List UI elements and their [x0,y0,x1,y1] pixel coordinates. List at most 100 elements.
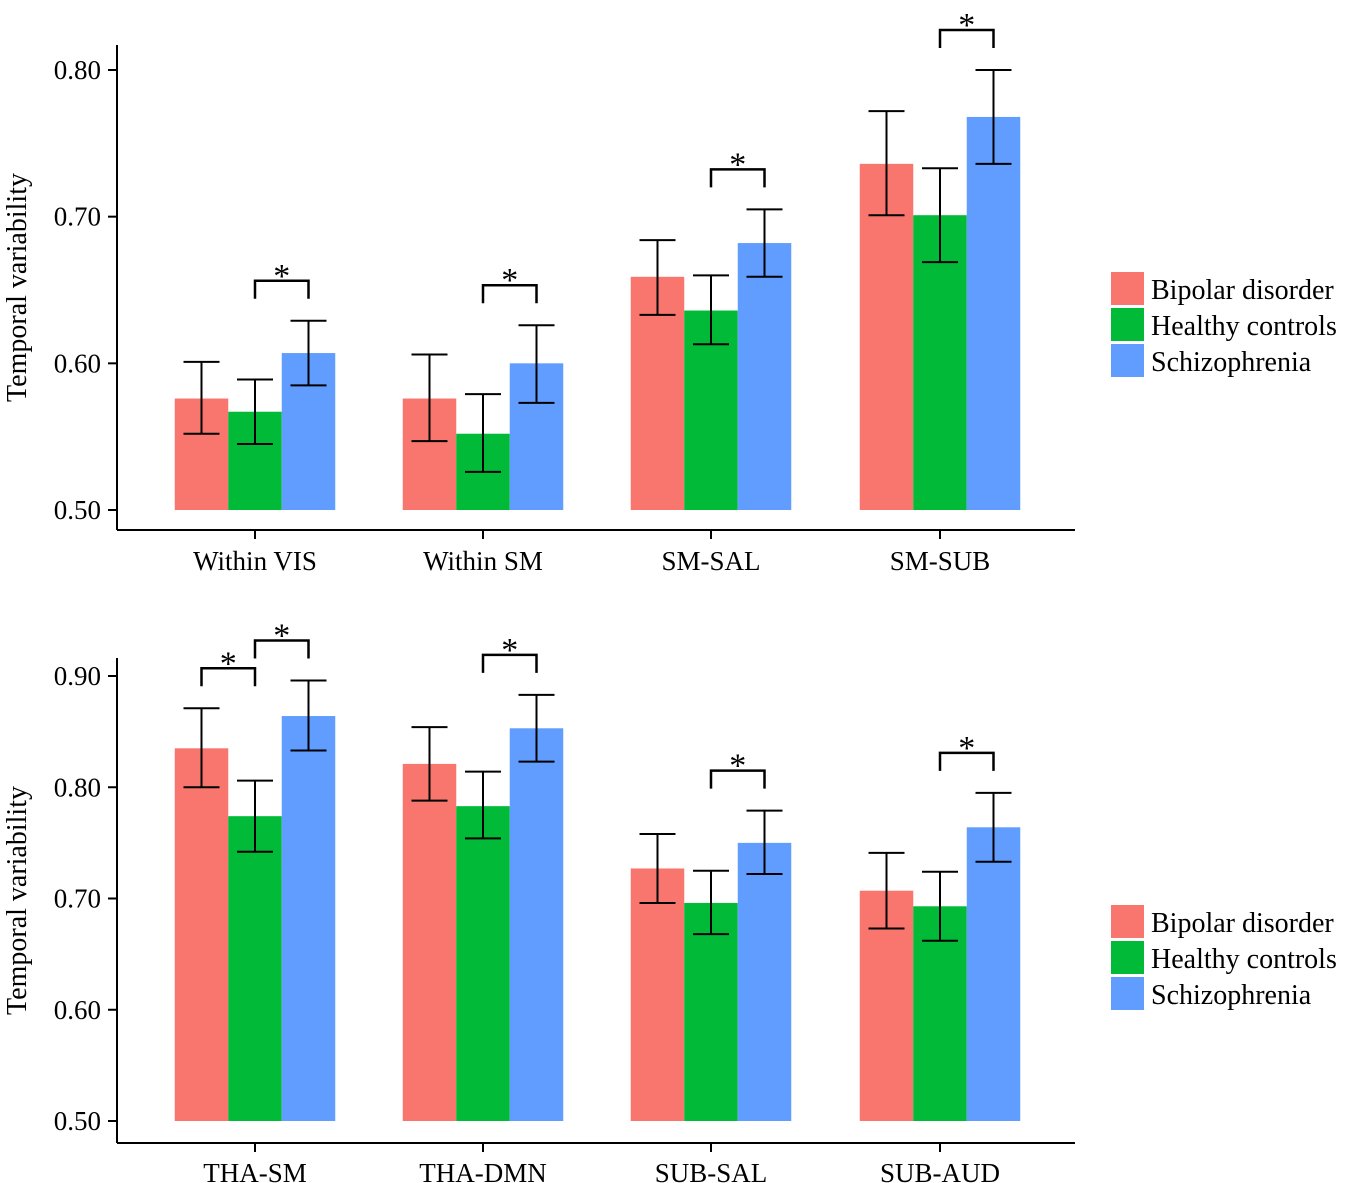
significance-tha-sm-1: * [253,617,310,659]
error-bar-within-vis-schizophrenia [290,319,327,387]
error-bar-tha-dmn-bipolar-disorder [411,726,448,802]
error-bar-within-sm-schizophrenia [518,324,555,404]
significance-star: * [273,617,290,654]
significance-bracket [481,653,538,673]
legend-label-schizophrenia: Schizophrenia [1151,980,1312,1011]
error-bar-tha-sm-bipolar-disorder [183,707,220,789]
bar-sub-aud-healthy-controls [913,906,967,1121]
y-tick-label: 0.80 [54,772,101,802]
significance-bracket [938,751,995,771]
significance-star: * [958,730,975,767]
error-bar-sm-sal-healthy-controls [693,274,729,346]
error-bar-sm-sal-schizophrenia [746,208,783,278]
y-tick-label: 0.50 [54,495,101,525]
legend-label-healthy-controls: Healthy controls [1151,311,1337,342]
error-bar-sub-sal-bipolar-disorder [639,832,676,904]
significance-bracket [938,28,995,48]
error-bar-sub-aud-healthy-controls [922,870,958,942]
bar-tha-dmn-bipolar-disorder [402,763,457,1121]
error-bar-tha-dmn-schizophrenia [518,693,555,763]
significance-bracket [709,769,766,789]
x-tick-label-sub-sal: SUB-SAL [655,1158,768,1183]
y-tick-label: 0.90 [54,661,101,691]
significance-bracket [253,639,310,659]
significance-tha-sm-0: * [200,645,257,687]
significance-within-vis-0: * [253,258,310,299]
y-axis-title: Temporal variability [2,173,33,402]
error-bar-sub-aud-schizophrenia [975,791,1012,863]
significance-within-sm-1: * [481,262,538,304]
significance-star: * [729,748,746,785]
x-tick-label-tha-dmn: THA-DMN [419,1158,547,1183]
x-tick-label-sub-aud: SUB-AUD [880,1158,1000,1183]
y-axis-title: Temporal variability [2,786,33,1015]
significance-bracket [481,283,538,304]
legend-swatch-schizophrenia [1111,344,1144,377]
legend: Bipolar disorder Healthy controls Schizoph… [1111,272,1337,378]
legend: Bipolar disorder Healthy controls Schizoph… [1111,905,1337,1011]
significance-sub-aud-4: * [938,730,995,771]
bar-sm-sal-schizophrenia [737,243,792,511]
y-tick-label: 0.70 [54,202,101,232]
significance-bracket [709,168,766,188]
y-tick-label: 0.60 [54,348,101,378]
legend-swatch-healthy-controls [1111,308,1144,341]
error-bar-sm-sub-bipolar-disorder [868,110,905,217]
error-bar-tha-sm-schizophrenia [290,679,327,752]
significance-star: * [501,262,518,299]
significance-star: * [273,258,290,295]
significance-star: * [958,7,975,44]
error-bar-sm-sal-bipolar-disorder [639,239,676,316]
error-bar-sub-sal-healthy-controls [693,869,729,936]
significance-bracket [253,279,310,299]
bar-tha-sm-bipolar-disorder [174,748,229,1121]
legend-swatch-schizophrenia [1111,977,1144,1010]
bar-sub-sal-bipolar-disorder [630,868,685,1121]
bar-tha-sm-schizophrenia [281,716,336,1121]
significance-tha-dmn-2: * [481,632,538,673]
significance-star: * [220,645,237,682]
error-bar-within-vis-healthy-controls [237,378,273,445]
y-tick-label: 0.50 [54,1106,101,1136]
x-tick-label-sm-sub: SM-SUB [890,546,991,576]
bar-sub-sal-schizophrenia [737,842,792,1121]
bar-sm-sub-schizophrenia [966,116,1021,510]
bar-tha-sm-healthy-controls [228,816,282,1121]
bar-sm-sub-healthy-controls [913,215,967,510]
significance-sm-sub-3: * [938,7,995,48]
legend-label-bipolar-disorder: Bipolar disorder [1151,275,1334,306]
legend-label-schizophrenia: Schizophrenia [1151,347,1312,378]
legend-swatch-bipolar-disorder [1111,272,1144,305]
significance-sm-sal-2: * [709,146,766,188]
x-tick-label-within-vis: Within VIS [193,546,317,576]
error-bar-within-sm-healthy-controls [465,393,501,473]
y-tick-label: 0.80 [54,55,101,85]
y-tick-label: 0.70 [54,884,101,914]
top-bar-chart: * * * * 0.50 0.60 0.70 0.80 Within VIS Within SM S… [2,7,1337,576]
error-bar-sub-sal-schizophrenia [746,809,783,876]
y-tick-label: 0.60 [54,995,101,1025]
x-tick-label-within-sm: Within SM [423,546,543,576]
bottom-bar-chart: * * * * * 0.50 0.60 0.70 0.80 0.90 THA-SM THA-DMN SU… [2,617,1337,1183]
significance-star: * [501,632,518,669]
bar-sm-sub-bipolar-disorder [859,163,914,510]
significance-sub-sal-3: * [709,748,766,789]
error-bar-sm-sub-schizophrenia [975,69,1012,165]
legend-swatch-bipolar-disorder [1111,905,1144,938]
legend-label-healthy-controls: Healthy controls [1151,944,1337,975]
legend-label-bipolar-disorder: Bipolar disorder [1151,908,1334,939]
bar-sub-sal-healthy-controls [684,902,738,1121]
legend-swatch-healthy-controls [1111,941,1144,974]
error-bar-within-vis-bipolar-disorder [183,360,220,435]
error-bar-sub-aud-bipolar-disorder [868,851,905,930]
significance-bracket [200,667,257,687]
x-tick-label-tha-sm: THA-SM [203,1158,307,1183]
x-tick-label-sm-sal: SM-SAL [661,546,760,576]
bar-tha-dmn-schizophrenia [509,728,564,1121]
error-bar-tha-sm-healthy-controls [237,779,273,853]
bar-sub-aud-schizophrenia [966,827,1021,1121]
error-bar-within-sm-bipolar-disorder [411,353,448,443]
significance-star: * [729,146,746,183]
error-bar-sm-sub-healthy-controls [922,167,958,264]
